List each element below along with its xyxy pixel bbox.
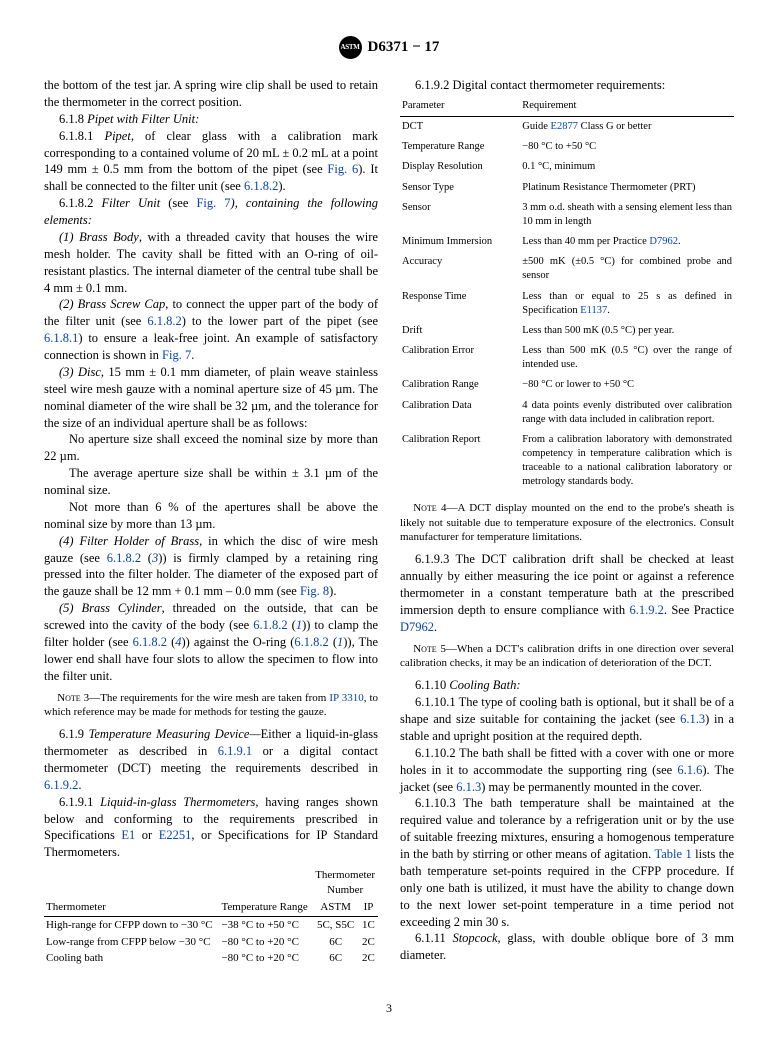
para-6.1.10.1: 6.1.10.1 The type of cooling bath is opt… [400, 694, 734, 745]
page-number: 3 [44, 1000, 734, 1016]
para-6.1.10: 6.1.10 Cooling Bath: [400, 677, 734, 694]
link-fig7[interactable]: Fig. 7 [196, 196, 230, 210]
requirements-table: Parameter Requirement DCTGuide E2877 Cla… [400, 96, 734, 493]
para-6.1.11: 6.1.11 Stopcock, glass, with double obli… [400, 930, 734, 964]
table-row: High-range for CFPP down to −30 °C−38 °C… [44, 916, 378, 933]
table-row: Cooling bath−80 °C to +20 °C6C2C [44, 950, 378, 967]
note-4: Note 4—A DCT display mounted on the end … [400, 501, 734, 546]
table-row: Response TimeLess than or equal to 25 s … [400, 287, 734, 321]
th-ip: IP [359, 899, 378, 916]
th-number-top: ThermometerNumber [312, 867, 378, 899]
table-row: DCTGuide E2877 Class G or better [400, 117, 734, 138]
link-inline[interactable]: D7962 [649, 236, 678, 247]
link-6.1.8.2-d[interactable]: 6.1.8.2 [253, 618, 287, 632]
designation: D6371 − 17 [368, 37, 440, 57]
thermometer-table: Thermometer Temperature Range Thermomete… [44, 867, 378, 967]
link-fig6[interactable]: Fig. 6 [327, 162, 358, 176]
table-row: Sensor TypePlatinum Resistance Thermomet… [400, 178, 734, 198]
link-6.1.8.2-c[interactable]: 6.1.8.2 [107, 551, 141, 565]
note-3: Note 3—The requirements for the wire mes… [44, 691, 378, 721]
link-6.1.9.2-b[interactable]: 6.1.9.2 [630, 603, 664, 617]
link-inline[interactable]: E1137 [580, 305, 607, 316]
link-6.1.9.2[interactable]: 6.1.9.2 [44, 778, 78, 792]
link-6.1.8.2-f[interactable]: 6.1.8.2 [294, 635, 328, 649]
para-6.1.8.2: 6.1.8.2 Filter Unit (see Fig. 7), contai… [44, 195, 378, 229]
para-6.1.9.1: 6.1.9.1 Liquid-in-glass Thermometers, ha… [44, 794, 378, 862]
th-requirement: Requirement [520, 96, 734, 117]
para-6.1.10.3: 6.1.10.3 The bath temperature shall be m… [400, 795, 734, 930]
link-inline[interactable]: E2877 [551, 121, 578, 132]
para-6.1.9.2: 6.1.9.2 Digital contact thermometer requ… [400, 77, 734, 94]
astm-logo-icon: ASTM [339, 36, 362, 59]
link-6.1.8.2-e[interactable]: 6.1.8.2 [133, 635, 167, 649]
link-fig8[interactable]: Fig. 8 [300, 584, 329, 598]
table-row: Sensor3 mm o.d. sheath with a sensing el… [400, 198, 734, 232]
para-element-3: (3) Disc, 15 mm ± 0.1 mm diameter, of pl… [44, 364, 378, 432]
para-intro: the bottom of the test jar. A spring wir… [44, 77, 378, 111]
table-row: Low-range from CFPP below −30 °C−80 °C t… [44, 934, 378, 951]
link-6.1.6[interactable]: 6.1.6 [677, 763, 702, 777]
table-row: Minimum ImmersionLess than 40 mm per Pra… [400, 232, 734, 252]
note-5: Note 5—When a DCT's calibration drifts i… [400, 642, 734, 672]
table-row: Calibration Range−80 °C or lower to +50 … [400, 375, 734, 395]
table-row: Temperature Range−80 °C to +50 °C [400, 137, 734, 157]
link-table1[interactable]: Table 1 [654, 847, 691, 861]
para-el3-line3: Not more than 6 % of the apertures shall… [44, 499, 378, 533]
th-astm: ASTM [312, 899, 359, 916]
table-row: Calibration Data4 data points evenly dis… [400, 396, 734, 430]
th-thermometer: Thermometer [44, 867, 219, 916]
th-parameter: Parameter [400, 96, 520, 117]
link-fig7-b[interactable]: Fig. 7 [162, 348, 191, 362]
para-element-4: (4) Filter Holder of Brass, in which the… [44, 533, 378, 601]
table-row: Calibration ErrorLess than 500 mK (0.5 °… [400, 341, 734, 375]
table-row: Calibration ReportFrom a calibration lab… [400, 430, 734, 493]
para-el3-line2: The average aperture size shall be withi… [44, 465, 378, 499]
para-6.1.8.1: 6.1.8.1 Pipet, of clear glass with a cal… [44, 128, 378, 196]
link-6.1.8.2-b[interactable]: 6.1.8.2 [147, 314, 181, 328]
para-element-1: (1) Brass Body, with a threaded cavity t… [44, 229, 378, 297]
table-row: DriftLess than 500 mK (0.5 °C) per year. [400, 321, 734, 341]
link-6.1.3-b[interactable]: 6.1.3 [456, 780, 481, 794]
table-row: Accuracy±500 mK (±0.5 °C) for combined p… [400, 252, 734, 286]
link-6.1.8.1[interactable]: 6.1.8.1 [44, 331, 78, 345]
link-6.1.9.1[interactable]: 6.1.9.1 [218, 744, 252, 758]
link-e1[interactable]: E1 [121, 828, 135, 842]
para-6.1.8: 6.1.8 Pipet with Filter Unit: [44, 111, 378, 128]
table-row: Display Resolution0.1 °C, minimum [400, 157, 734, 177]
th-range: Temperature Range [219, 867, 312, 916]
link-ip3310[interactable]: IP 3310 [329, 692, 363, 704]
body-columns: the bottom of the test jar. A spring wir… [44, 77, 734, 970]
link-6.1.3[interactable]: 6.1.3 [680, 712, 705, 726]
para-6.1.9: 6.1.9 Temperature Measuring Device—Eithe… [44, 726, 378, 794]
page-header: ASTM D6371 − 17 [44, 36, 734, 59]
para-6.1.10.2: 6.1.10.2 The bath shall be fitted with a… [400, 745, 734, 796]
para-6.1.9.3: 6.1.9.3 The DCT calibration drift shall … [400, 551, 734, 635]
link-e2251[interactable]: E2251 [159, 828, 192, 842]
para-element-5: (5) Brass Cylinder, threaded on the outs… [44, 600, 378, 684]
link-6.1.8.2[interactable]: 6.1.8.2 [244, 179, 278, 193]
para-el3-line1: No aperture size shall exceed the nomina… [44, 431, 378, 465]
link-d7962[interactable]: D7962 [400, 620, 434, 634]
para-element-2: (2) Brass Screw Cap, to connect the uppe… [44, 296, 378, 364]
